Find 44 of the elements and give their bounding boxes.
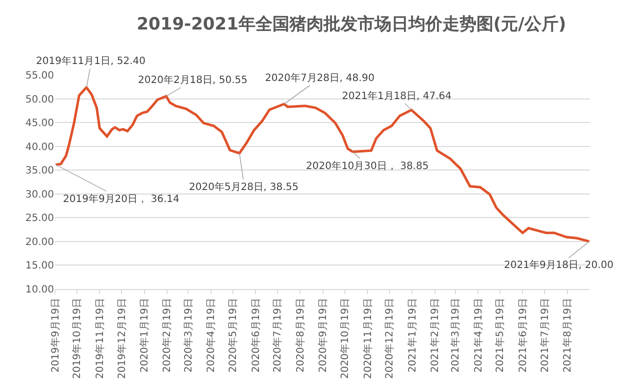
x-tick-label: 2021年4月19日 bbox=[472, 298, 484, 373]
x-tick-label: 2021年2月19日 bbox=[429, 298, 442, 373]
y-tick-label: 30.00 bbox=[25, 189, 54, 200]
x-tick-label: 2021年7月19日 bbox=[538, 298, 551, 373]
x-tick-label: 2021年8月19日 bbox=[562, 298, 574, 373]
y-tick-label: 20.00 bbox=[25, 236, 54, 248]
x-tick-label: 2019年10月19日 bbox=[71, 298, 84, 379]
x-tick-label: 2019年9月19日 bbox=[49, 298, 62, 373]
annotation: 2019年9月20日， 36.14 bbox=[63, 193, 180, 205]
x-tick-label: 2020年7月19日 bbox=[272, 298, 284, 373]
y-tick-label: 55.00 bbox=[25, 70, 54, 82]
annotation: 2020年7月28日, 48.90 bbox=[265, 72, 375, 84]
y-tick-label: 15.00 bbox=[25, 260, 54, 272]
x-tick-label: 2020年11月19日 bbox=[362, 298, 374, 379]
y-tick-label: 25.00 bbox=[25, 213, 54, 224]
y-tick-label: 10.00 bbox=[25, 284, 54, 296]
annotation: 2020年2月18日, 50.55 bbox=[138, 74, 248, 86]
y-tick-label: 35.00 bbox=[25, 166, 54, 177]
x-tick-label: 2020年5月19日 bbox=[227, 298, 240, 373]
x-tick-label: 2019年11月19日 bbox=[94, 298, 106, 379]
annotation: 2019年11月1日, 52.40 bbox=[36, 55, 146, 67]
x-tick-label: 2020年9月19日 bbox=[317, 298, 330, 373]
y-tick-label: 45.00 bbox=[25, 118, 54, 130]
x-tick-label: 2020年10月19日 bbox=[339, 298, 352, 379]
x-tick-label: 2019年12月19日 bbox=[116, 298, 128, 379]
chart-title: 2019-2021年全国猪肉批发市场日均价走势图(元/公斤) bbox=[136, 14, 566, 34]
x-tick-label: 2020年12月19日 bbox=[384, 298, 396, 379]
x-tick-label: 2020年3月19日 bbox=[182, 298, 194, 373]
x-tick-label: 2020年8月19日 bbox=[294, 298, 306, 373]
x-tick-label: 2020年6月19日 bbox=[250, 298, 262, 373]
annotation: 2021年9月18日, 20.00 bbox=[504, 259, 614, 271]
line-series bbox=[55, 86, 590, 243]
y-tick-label: 40.00 bbox=[25, 142, 54, 153]
x-tick-label: 2020年1月19日 bbox=[138, 298, 151, 373]
x-tick-label: 2021年1月19日 bbox=[406, 298, 418, 373]
annotation: 2020年10月30日， 38.85 bbox=[306, 160, 429, 172]
x-tick-label: 2020年2月19日 bbox=[161, 298, 174, 373]
x-tick-label: 2021年5月19日 bbox=[494, 298, 506, 373]
annotation: 2020年5月28日, 38.55 bbox=[189, 181, 299, 193]
x-tick-label: 2021年6月19日 bbox=[516, 298, 529, 373]
x-tick-label: 2020年4月19日 bbox=[205, 298, 218, 373]
annotation: 2021年1月18日, 47.64 bbox=[342, 90, 452, 102]
y-tick-label: 50.00 bbox=[25, 94, 54, 106]
x-tick-label: 2021年3月19日 bbox=[450, 298, 462, 373]
